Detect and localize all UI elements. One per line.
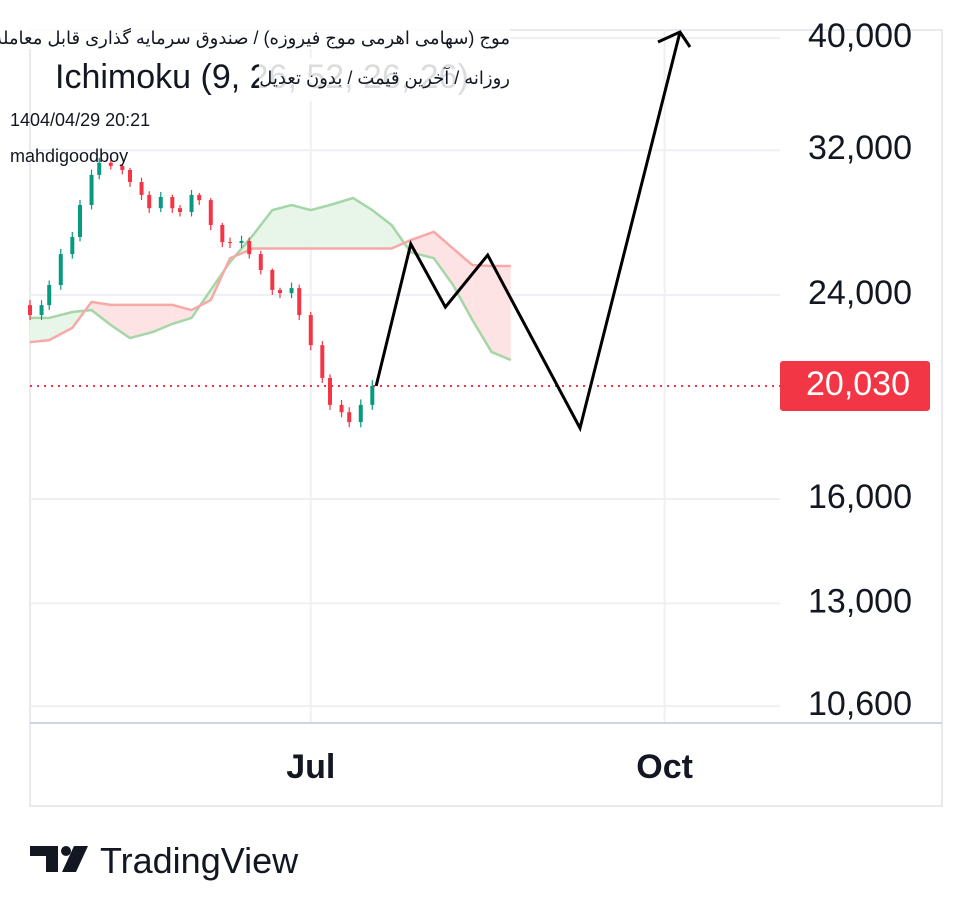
- author: mahdigoodboy: [10, 146, 129, 166]
- cloud-fill: [472, 265, 492, 352]
- candle-body: [197, 194, 202, 201]
- candle-body: [239, 240, 244, 244]
- candle-body: [78, 204, 82, 238]
- candle-body: [147, 194, 152, 209]
- cloud-fill: [330, 198, 354, 249]
- logo-mark: [61, 846, 71, 856]
- chart-frame: [29, 29, 943, 807]
- candle-body: [270, 270, 275, 290]
- candle-body: [28, 305, 32, 316]
- tradingview-logo: TradingView: [30, 840, 299, 881]
- candle-body: [247, 240, 252, 255]
- ichimoku-cloud: [29, 196, 512, 362]
- datetime: 1404/04/29 20:21: [10, 110, 151, 130]
- candle-body: [258, 254, 263, 271]
- candles: [28, 157, 375, 428]
- candle-body: [297, 288, 302, 316]
- y-tick-label: 13,000: [808, 582, 912, 620]
- y-tick-label: 10,600: [808, 685, 912, 723]
- candle-body: [189, 194, 194, 213]
- x-tick-label: Oct: [636, 748, 693, 786]
- candle-body: [47, 285, 52, 306]
- candle-body: [208, 200, 213, 226]
- cloud-fill: [353, 198, 373, 249]
- cloud-fill: [130, 304, 154, 339]
- candle-body: [328, 377, 332, 405]
- candle-body: [139, 182, 144, 195]
- candle-body: [278, 289, 282, 294]
- candle-body: [128, 169, 132, 183]
- last-price-box: [780, 360, 930, 411]
- candle-body: [178, 208, 182, 213]
- cloud-fill: [49, 312, 73, 341]
- cloud-fill: [291, 204, 311, 249]
- candle-body: [170, 196, 175, 209]
- candle-body: [308, 315, 313, 346]
- candle-body: [108, 162, 113, 166]
- brand-name: TradingView: [100, 840, 299, 881]
- cloud-fill: [91, 301, 111, 325]
- y-tick-label: 24,000: [808, 274, 912, 312]
- candle-body: [320, 345, 325, 378]
- candle-body: [228, 242, 232, 244]
- arrow-head: [657, 30, 692, 48]
- candle-body: [120, 165, 125, 170]
- overlay: 20,030: [30, 30, 930, 433]
- projection-line: [374, 31, 682, 433]
- candle-body: [158, 196, 163, 209]
- candle-body: [58, 254, 63, 286]
- candle-body: [39, 305, 44, 316]
- cloud-fill: [272, 204, 292, 249]
- cloud-fill: [310, 204, 330, 249]
- chart-subtitle: روزانه / آخرین قیمت / بدون تعدیل: [259, 58, 510, 101]
- y-tick-label: 32,000: [808, 129, 912, 167]
- logo-mark: [62, 846, 88, 872]
- y-tick-label: 16,000: [808, 478, 912, 516]
- candle-body: [339, 404, 344, 413]
- cloud-fill: [30, 317, 50, 343]
- cloud-line: [30, 196, 512, 362]
- axes: 10,600 13,000 16,000 24,000 32,000 40,000 Jul O…: [286, 17, 912, 786]
- grid: [30, 30, 780, 722]
- candle-body: [347, 412, 352, 423]
- candle-body: [89, 174, 94, 205]
- cloud-fill: [372, 210, 392, 249]
- x-tick-label: Jul: [286, 748, 335, 786]
- cloud-fill: [110, 304, 130, 339]
- y-tick-label: 40,000: [808, 17, 912, 55]
- candle-body: [97, 162, 102, 175]
- chart-title: موج (سهامی اهرمی موج فیروزه) / صندوق سرم…: [0, 28, 510, 49]
- last-price-label: 20,030: [806, 365, 910, 403]
- candle-body: [289, 288, 294, 294]
- candle-body: [370, 385, 375, 405]
- candle-body: [220, 225, 225, 243]
- candle-body: [70, 237, 75, 255]
- logo-mark: [30, 846, 58, 872]
- cloud-fill: [253, 210, 273, 249]
- candle-body: [358, 404, 363, 423]
- cloud-line: [29, 230, 511, 344]
